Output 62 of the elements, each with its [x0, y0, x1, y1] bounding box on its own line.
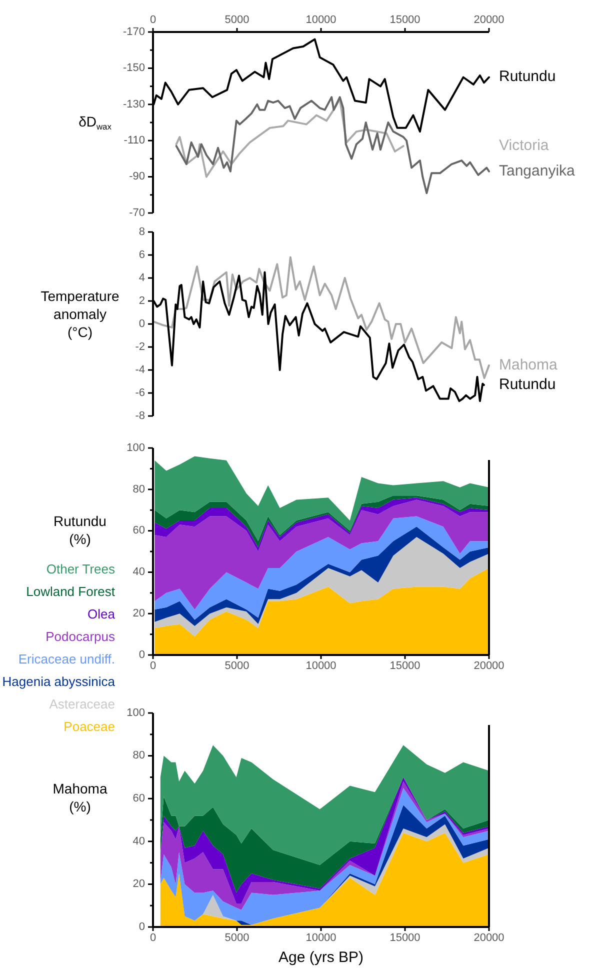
y-tick-label: -6: [135, 386, 145, 399]
line-series: [152, 256, 490, 380]
y-tick-label: 0: [138, 920, 145, 933]
y-tick-label: -70: [129, 206, 145, 219]
y-tick-label: 80: [132, 750, 145, 762]
text: Lowland Forest: [26, 584, 116, 600]
x-tick-label: 20000: [474, 932, 504, 944]
y-tick-label: 20: [132, 608, 145, 620]
y-tick-label: 20: [132, 878, 145, 890]
x-tick-label: 10000: [306, 14, 336, 26]
y-tick-label: 60: [132, 792, 145, 805]
text: Other Trees: [46, 562, 116, 577]
x-tick-label: 0: [150, 932, 156, 944]
x-tick-label: 20000: [474, 14, 504, 26]
series-label: Tanganyika: [499, 162, 576, 180]
text: Olea: [88, 606, 116, 622]
x-tick-label: 15000: [390, 14, 420, 26]
y-tick-label: 40: [132, 566, 145, 578]
text: Podocarpus: [46, 629, 116, 644]
y-tick-label: -4: [135, 364, 145, 376]
series-label: Rutundu: [499, 68, 556, 86]
y-axis-title: δD$_{wax}$: [78, 113, 112, 132]
y-tick-label: -130: [122, 98, 145, 110]
y-tick-label: 80: [132, 483, 145, 496]
x-tick-label: 10000: [306, 660, 336, 672]
text: Poaceae: [64, 719, 115, 734]
x-tick-label: 5000: [224, 660, 250, 672]
y-axis-title: Temperature anomaly (°C): [40, 288, 120, 340]
y-tick-label: -150: [122, 62, 145, 74]
y-tick-label: 2: [138, 294, 145, 307]
x-tick-label: 0: [150, 660, 156, 672]
y-tick-label: 4: [138, 272, 145, 284]
y-axis-title: Mahoma (%): [52, 780, 108, 814]
y-tick-label: 8: [138, 226, 145, 238]
text: Ericaceae undiff.: [18, 652, 115, 667]
series-label: Rutundu: [499, 376, 556, 393]
y-tick-label: 6: [138, 248, 145, 261]
x-tick-label: 5000: [224, 14, 250, 26]
x-tick-label: 20000: [474, 660, 504, 672]
y-tick-label: -2: [135, 340, 145, 353]
y-tick-label: 100: [126, 442, 145, 454]
line-series: [175, 96, 490, 194]
y-tick-label: -110: [124, 134, 145, 147]
x-tick-label: 15000: [390, 660, 420, 672]
y-tick-label: 60: [132, 524, 145, 537]
y-tick-label: -8: [135, 410, 145, 422]
x-tick-label: 15000: [390, 932, 420, 944]
y-tick-label: 0: [138, 318, 145, 330]
y-tick-label: -170: [122, 26, 145, 38]
text: Hagenia abyssinica: [2, 674, 116, 690]
series-label: Mahoma: [499, 356, 558, 374]
x-tick-label: 5000: [224, 932, 250, 944]
y-tick-label: 100: [126, 706, 145, 719]
line-series: [175, 98, 404, 178]
x-tick-label: 10000: [306, 932, 336, 944]
y-axis-title: Rutundu (%): [54, 512, 106, 547]
x-tick-label: 0: [150, 14, 156, 26]
y-tick-label: 40: [132, 835, 145, 848]
y-tick-label: -90: [129, 170, 145, 183]
y-tick-label: 0: [138, 648, 145, 661]
x-axis-title: Age (yrs BP): [278, 949, 364, 966]
text: Victoria: [499, 137, 550, 154]
